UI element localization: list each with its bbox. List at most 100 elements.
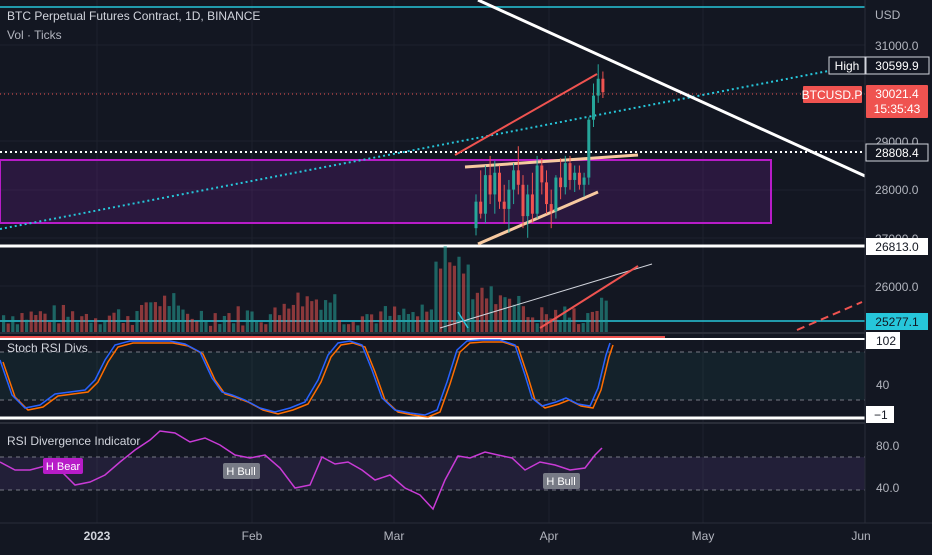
candle[interactable] bbox=[568, 163, 572, 180]
volume-bar bbox=[167, 306, 171, 332]
volume-white-trendline[interactable] bbox=[439, 263, 653, 329]
candle[interactable] bbox=[587, 119, 591, 178]
volume-bar bbox=[20, 313, 24, 332]
volume-bar bbox=[462, 273, 466, 332]
candle[interactable] bbox=[592, 95, 595, 120]
volume-bar bbox=[549, 318, 553, 332]
price-tick-31000: 31000.0 bbox=[875, 39, 919, 53]
volume-bar bbox=[590, 311, 594, 332]
volume-bar bbox=[181, 309, 185, 332]
volume-bar bbox=[517, 295, 521, 332]
volume-bar bbox=[512, 304, 516, 332]
h-bull-tag-1[interactable]: H Bull bbox=[223, 463, 260, 479]
volume-bar bbox=[204, 320, 208, 332]
candle[interactable] bbox=[596, 78, 600, 96]
candle[interactable] bbox=[563, 163, 567, 188]
level-badge-28808[interactable]: 28808.4 bbox=[865, 143, 929, 162]
volume-bar bbox=[370, 314, 374, 332]
volume-bar bbox=[563, 306, 567, 332]
volume-bar bbox=[250, 311, 254, 332]
candle[interactable] bbox=[577, 172, 581, 185]
candle[interactable] bbox=[516, 170, 520, 185]
volume-bar bbox=[429, 309, 433, 332]
volume-bar bbox=[222, 315, 226, 332]
candle[interactable] bbox=[601, 78, 605, 93]
volume-bar bbox=[241, 325, 245, 332]
volume-red-dashed-ext[interactable] bbox=[796, 301, 863, 331]
volume-bar bbox=[94, 318, 98, 332]
stoch-k-line[interactable] bbox=[0, 339, 611, 416]
candle[interactable] bbox=[474, 201, 478, 229]
volume-indicator-label[interactable]: Vol · Ticks bbox=[7, 28, 62, 42]
demand-zone-box[interactable] bbox=[0, 159, 772, 224]
high-badge[interactable]: High 30599.9 bbox=[828, 56, 930, 75]
candle[interactable] bbox=[554, 177, 558, 212]
level-badge-26813[interactable]: 26813.0 bbox=[866, 238, 928, 255]
volume-bar bbox=[471, 299, 475, 332]
chart-title[interactable]: BTC Perpetual Futures Contract, 1D, BINA… bbox=[7, 9, 261, 23]
volume-bar bbox=[554, 309, 558, 332]
volume-bar bbox=[236, 306, 240, 332]
volume-bar bbox=[153, 302, 157, 332]
volume-bar bbox=[89, 322, 93, 332]
volume-bar bbox=[595, 310, 599, 332]
volume-bars bbox=[2, 246, 608, 332]
volume-bar bbox=[328, 302, 332, 332]
candle[interactable] bbox=[493, 172, 497, 195]
volume-bar bbox=[158, 306, 162, 332]
volume-bar bbox=[38, 311, 42, 332]
time-label-jun: Jun bbox=[851, 529, 870, 543]
svg-text:H Bear: H Bear bbox=[46, 461, 81, 473]
h-bear-tag[interactable]: H Bear bbox=[43, 458, 83, 474]
channel-lower-tan-bottom[interactable] bbox=[477, 190, 599, 246]
last-price-badge[interactable]: BTCUSD.P 30021.4 15:35:43 bbox=[802, 85, 928, 118]
candle[interactable] bbox=[540, 165, 544, 183]
candle[interactable] bbox=[535, 165, 539, 214]
volume-bar bbox=[526, 317, 530, 332]
candle[interactable] bbox=[530, 194, 534, 214]
volume-bar bbox=[112, 312, 116, 332]
volume-bar bbox=[540, 307, 544, 332]
volume-red-trendline[interactable] bbox=[539, 265, 639, 329]
rsi-line[interactable] bbox=[0, 430, 603, 511]
teal-dotted-trendline[interactable] bbox=[0, 63, 866, 230]
rsi-divergence-pane-label[interactable]: RSI Divergence Indicator bbox=[7, 434, 141, 448]
candle[interactable] bbox=[502, 201, 506, 209]
channel-upper-red[interactable] bbox=[454, 73, 598, 156]
stoch-d-line[interactable] bbox=[2, 341, 614, 418]
candle[interactable] bbox=[488, 175, 492, 195]
volume-bar bbox=[489, 286, 493, 332]
volume-bar bbox=[457, 256, 461, 332]
candle[interactable] bbox=[479, 201, 483, 214]
candle[interactable] bbox=[549, 204, 553, 212]
volume-bar bbox=[34, 315, 38, 332]
candle[interactable] bbox=[483, 175, 487, 214]
candle[interactable] bbox=[526, 194, 530, 217]
volume-bar bbox=[586, 313, 590, 332]
stoch-tick-minus1: −1 bbox=[866, 406, 894, 423]
h-bull-tag-2[interactable]: H Bull bbox=[543, 473, 580, 489]
stoch-rsi-pane-label[interactable]: Stoch RSI Divs bbox=[7, 341, 88, 355]
candle[interactable] bbox=[582, 177, 586, 185]
channel-lower-tan-top[interactable] bbox=[464, 153, 639, 169]
volume-bar bbox=[172, 293, 176, 332]
volume-bar bbox=[296, 292, 300, 332]
candle[interactable] bbox=[498, 172, 501, 202]
volume-bar bbox=[48, 322, 52, 332]
svg-text:26813.0: 26813.0 bbox=[875, 240, 919, 254]
candle[interactable] bbox=[559, 177, 563, 188]
candle[interactable] bbox=[507, 189, 511, 209]
volume-bar bbox=[494, 304, 498, 332]
candle[interactable] bbox=[573, 172, 577, 180]
time-axis-panel[interactable] bbox=[0, 523, 932, 550]
candle[interactable] bbox=[521, 184, 525, 217]
candle[interactable] bbox=[545, 182, 548, 205]
volume-bar bbox=[439, 268, 443, 332]
white-descending-trendline[interactable] bbox=[477, 0, 866, 178]
volume-bar bbox=[245, 310, 249, 332]
level-badge-25277[interactable]: 25277.1 bbox=[866, 313, 928, 330]
volume-bar bbox=[310, 301, 314, 332]
candle[interactable] bbox=[512, 170, 516, 190]
